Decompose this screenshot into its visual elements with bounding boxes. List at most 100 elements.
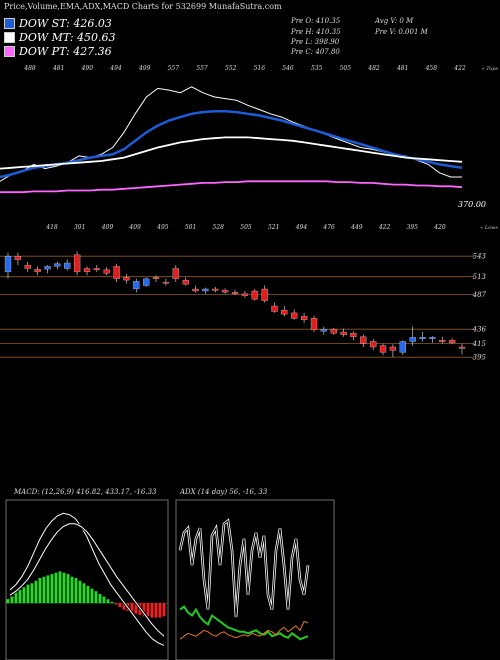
macd-hist-bar-9: [42, 576, 46, 604]
macd-hist-bar-22: [94, 591, 98, 604]
macd-hist-bar-4: [22, 587, 26, 604]
candle-body-14: [143, 278, 150, 286]
top-label-9: 546: [282, 65, 294, 72]
series-line-2: [0, 136, 463, 170]
bottom-label-2: 409: [101, 224, 114, 231]
candle-body-22: [221, 290, 229, 293]
top-label-2: 490: [81, 65, 94, 72]
top-label-15: 422: [453, 65, 466, 72]
macd-hist-bar-38: [158, 603, 162, 618]
bottom-label-5: 501: [185, 224, 196, 231]
candle-body-25: [251, 290, 258, 300]
macd-hist-bar-12: [54, 572, 58, 604]
top-label-10: 535: [311, 65, 323, 72]
macd-hist-bar-8: [38, 578, 42, 604]
top-label-1: 481: [52, 65, 64, 72]
top-label-3: 494: [109, 65, 122, 72]
candle-body-27: [271, 305, 278, 312]
candle-body-33: [330, 329, 337, 334]
candle-body-32: [320, 329, 327, 332]
candle-body-9: [93, 268, 100, 271]
macd-hist-bar-32: [134, 603, 138, 614]
stat-pre-high: Pre H: 410.35: [291, 28, 341, 36]
candle-body-31: [310, 318, 318, 331]
bottom-label-0: 418: [45, 224, 58, 231]
candle-body-15: [152, 277, 160, 279]
bottom-label-1: 391: [74, 224, 85, 231]
macd-line-macd: [9, 512, 165, 646]
legend-swatch-st: [4, 18, 15, 29]
macd-hist-bar-34: [142, 603, 146, 617]
legend-swatch-pt: [4, 46, 15, 57]
candle-body-28: [281, 309, 288, 315]
candle-body-17: [172, 268, 179, 279]
candle-body-35: [350, 333, 357, 337]
candle-body-40: [399, 341, 406, 353]
candle-body-26: [261, 288, 268, 301]
candle-body-39: [389, 346, 397, 351]
macd-hist-bar-19: [82, 583, 86, 604]
series-line-3: [0, 180, 463, 194]
stat-pre-close: Pre C: 407.80: [291, 48, 340, 56]
macd-hist-bar-6: [30, 583, 34, 604]
candle-body-18: [182, 279, 189, 285]
bottom-label-8: 521: [268, 224, 279, 231]
macd-hist-bar-27: [114, 603, 118, 605]
adx-frame: [175, 499, 335, 660]
macd-hist-bar-7: [34, 580, 38, 604]
corner-label-top: « Tops: [482, 66, 499, 72]
bottom-label-7: 505: [240, 224, 252, 231]
top-label-0: 488: [23, 65, 36, 72]
bottom-label-3: 409: [128, 224, 141, 231]
legend-dow-st: DOW ST: 426.03: [4, 17, 112, 30]
bottom-label-6: 528: [213, 224, 225, 231]
level-label-4: 415: [472, 340, 487, 348]
top-label-4: 499: [138, 65, 151, 72]
candle-body-6: [64, 262, 71, 269]
candle-body-45: [448, 340, 456, 344]
candle-body-3: [34, 269, 41, 273]
legend-dow-pt: DOW PT: 427.36: [4, 45, 112, 58]
candle-body-0: [4, 256, 12, 273]
macd-hist-bar-11: [50, 574, 54, 604]
candle-body-19: [192, 288, 199, 292]
macd-hist-bar-20: [86, 585, 90, 604]
candle-body-29: [291, 312, 298, 319]
macd-hist-bar-18: [78, 580, 82, 604]
macd-hist-bar-31: [130, 603, 134, 613]
candle-body-36: [360, 336, 367, 344]
candle-body-1: [14, 256, 22, 260]
stat-pre-low: Pre L: 398.90: [291, 38, 340, 46]
top-label-8: 516: [254, 65, 266, 72]
adx-panel: [175, 499, 335, 660]
candle-body-42: [419, 337, 426, 339]
adx-title: ADX (14 day) 56, -16, 33: [179, 488, 268, 496]
macd-hist-bar-2: [14, 592, 18, 604]
candle-body-4: [44, 266, 51, 270]
macd-hist-bar-17: [74, 578, 78, 604]
top-label-11: 505: [340, 65, 352, 72]
bottom-label-4: 495: [156, 224, 169, 231]
candle-body-30: [300, 316, 308, 320]
candle-body-46: [458, 346, 466, 349]
series-line-0: [0, 86, 462, 182]
macd-hist-bar-1: [10, 596, 14, 604]
legend-swatch-mt: [4, 32, 15, 43]
macd-hist-bar-24: [102, 596, 106, 604]
bottom-label-14: 420: [433, 224, 446, 231]
macd-hist-bar-35: [146, 603, 150, 617]
top-label-14: 458: [425, 65, 438, 72]
bottom-label-9: 494: [295, 224, 308, 231]
macd-hist-bar-3: [18, 589, 22, 604]
adx-line-dx-inner: [179, 519, 309, 618]
candle-body-23: [231, 292, 239, 294]
legend-label-pt: DOW PT: 427.36: [19, 45, 112, 58]
top-label-5: 557: [168, 65, 180, 72]
macd-hist-bar-13: [58, 571, 62, 604]
candle-body-34: [340, 331, 347, 335]
macd-hist-bar-25: [106, 599, 110, 604]
candle-body-2: [24, 264, 31, 269]
macd-hist-bar-5: [26, 584, 30, 604]
candle-body-38: [379, 345, 387, 353]
